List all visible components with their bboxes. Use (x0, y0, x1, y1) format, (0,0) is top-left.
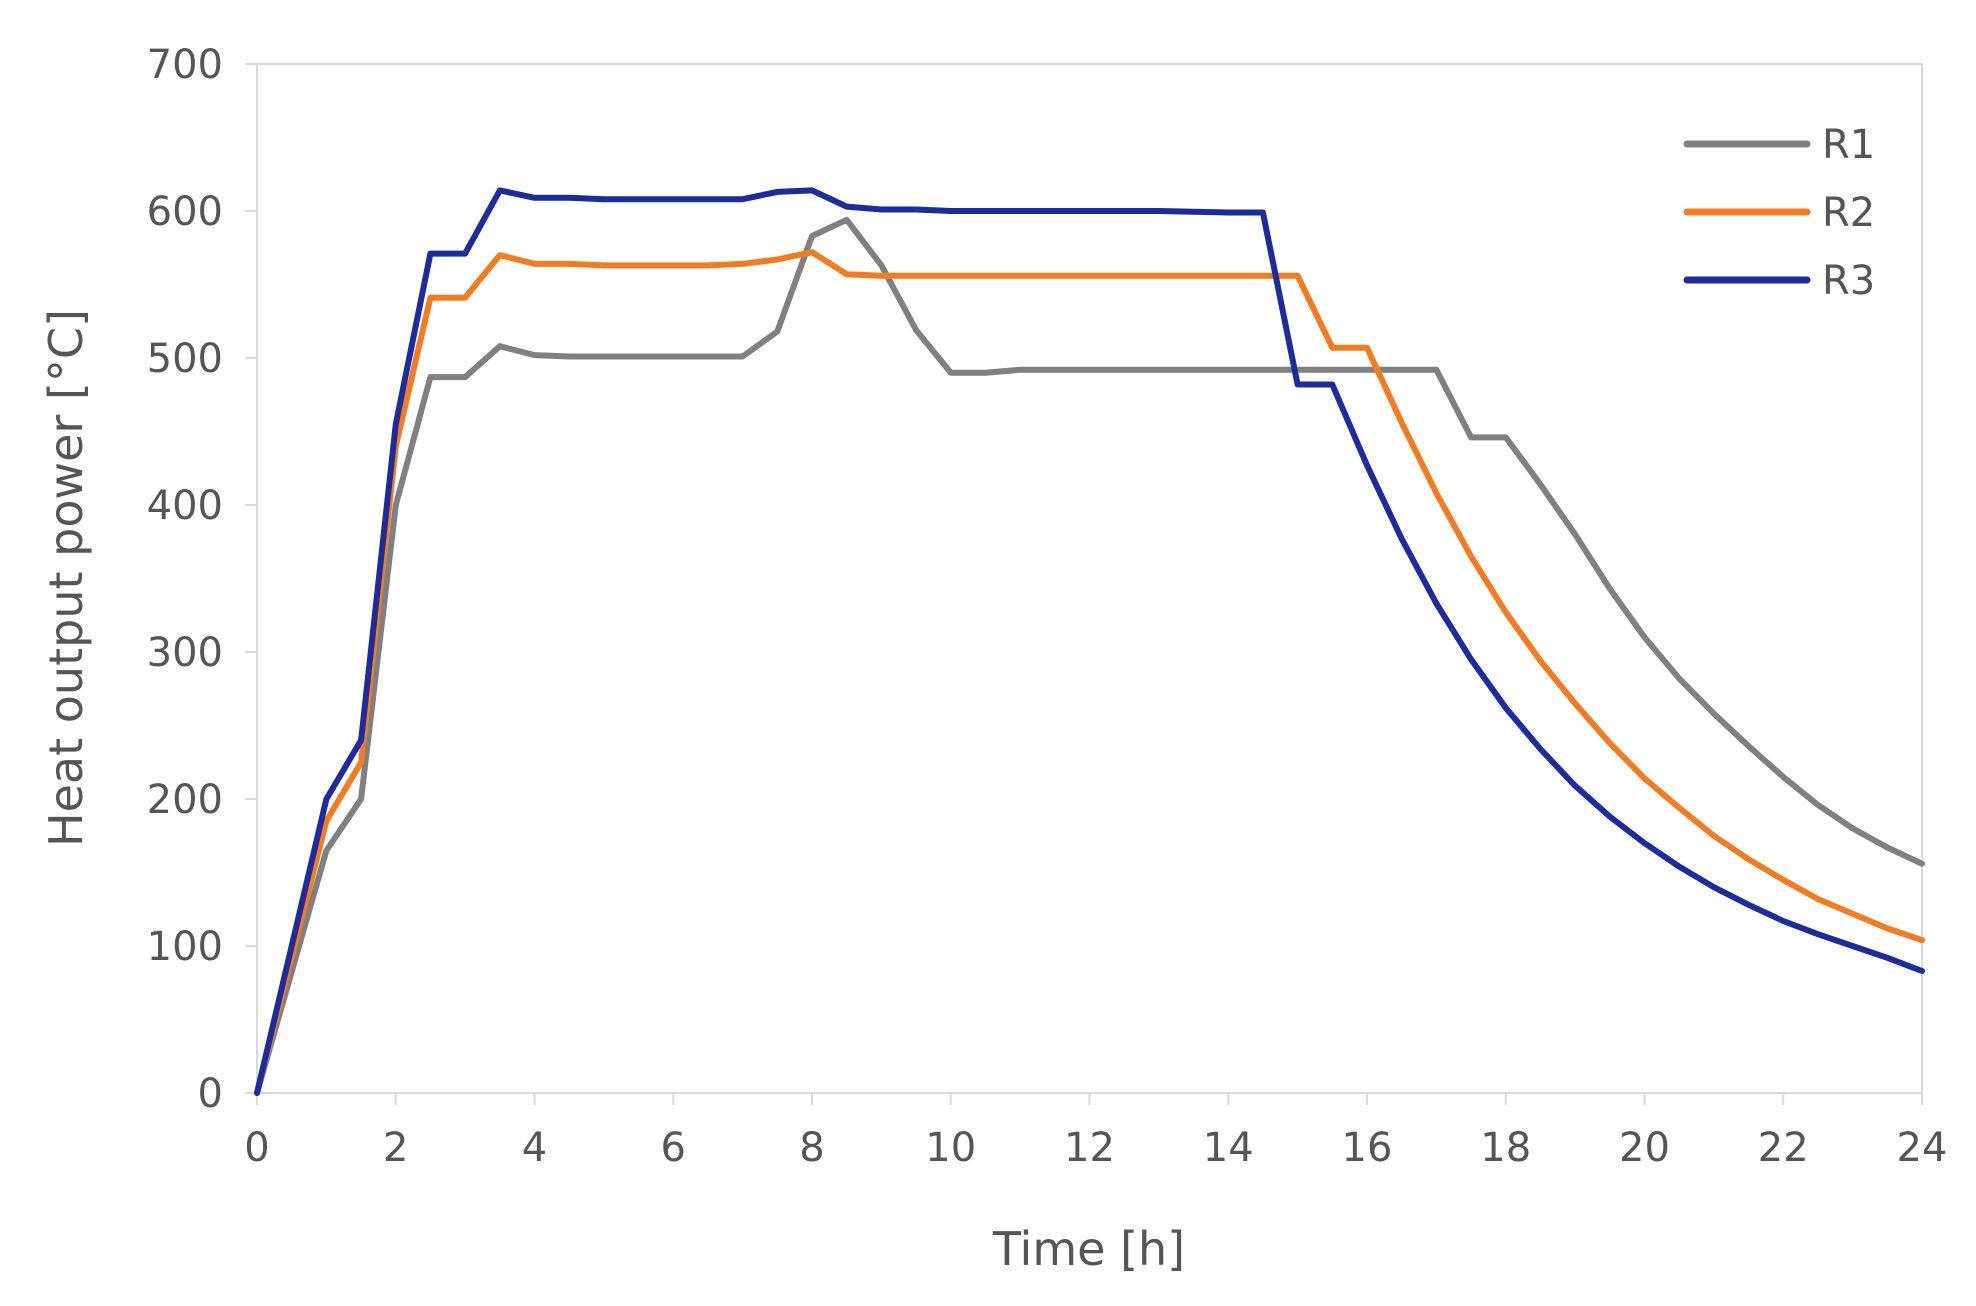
y-tick-label: 300 (147, 630, 223, 676)
y-tick-label: 400 (147, 483, 223, 529)
x-tick-label: 24 (1897, 1125, 1948, 1171)
x-tick-label: 16 (1342, 1125, 1393, 1171)
x-tick-label: 12 (1064, 1125, 1115, 1171)
legend-label-r1: R1 (1822, 122, 1875, 168)
x-tick-label: 20 (1619, 1125, 1670, 1171)
x-tick-label: 8 (799, 1125, 824, 1171)
x-tick-label: 22 (1758, 1125, 1809, 1171)
series-line-r1 (254, 216, 1925, 1096)
y-tick-label: 700 (147, 42, 223, 88)
legend-label-r3: R3 (1822, 258, 1875, 304)
x-axis-title: Time [h] (992, 1222, 1185, 1276)
legend: R1 R2 R3 (1683, 122, 1875, 304)
y-tick-label: 600 (147, 189, 223, 235)
series-lines (254, 187, 1925, 1096)
series-line-r3 (254, 187, 1925, 1096)
legend-label-r2: R2 (1822, 190, 1875, 236)
y-tick-label: 200 (147, 777, 223, 823)
y-axis-title: Heat output power [°C] (39, 309, 93, 847)
x-tick-label: 18 (1480, 1125, 1531, 1171)
x-axis: 0 2 4 6 8 10 12 14 16 18 20 22 24 (244, 1093, 1947, 1171)
y-tick-label: 500 (147, 336, 223, 382)
y-tick-label: 100 (147, 924, 223, 970)
y-axis: 0 100 200 300 400 500 600 700 (147, 42, 257, 1117)
x-tick-label: 14 (1203, 1125, 1254, 1171)
x-tick-label: 4 (522, 1125, 547, 1171)
x-tick-label: 0 (244, 1125, 269, 1171)
y-tick-label: 0 (198, 1071, 223, 1117)
x-tick-label: 2 (383, 1125, 408, 1171)
series-line-r2 (254, 249, 1925, 1096)
x-tick-label: 6 (661, 1125, 686, 1171)
x-tick-label: 10 (925, 1125, 976, 1171)
